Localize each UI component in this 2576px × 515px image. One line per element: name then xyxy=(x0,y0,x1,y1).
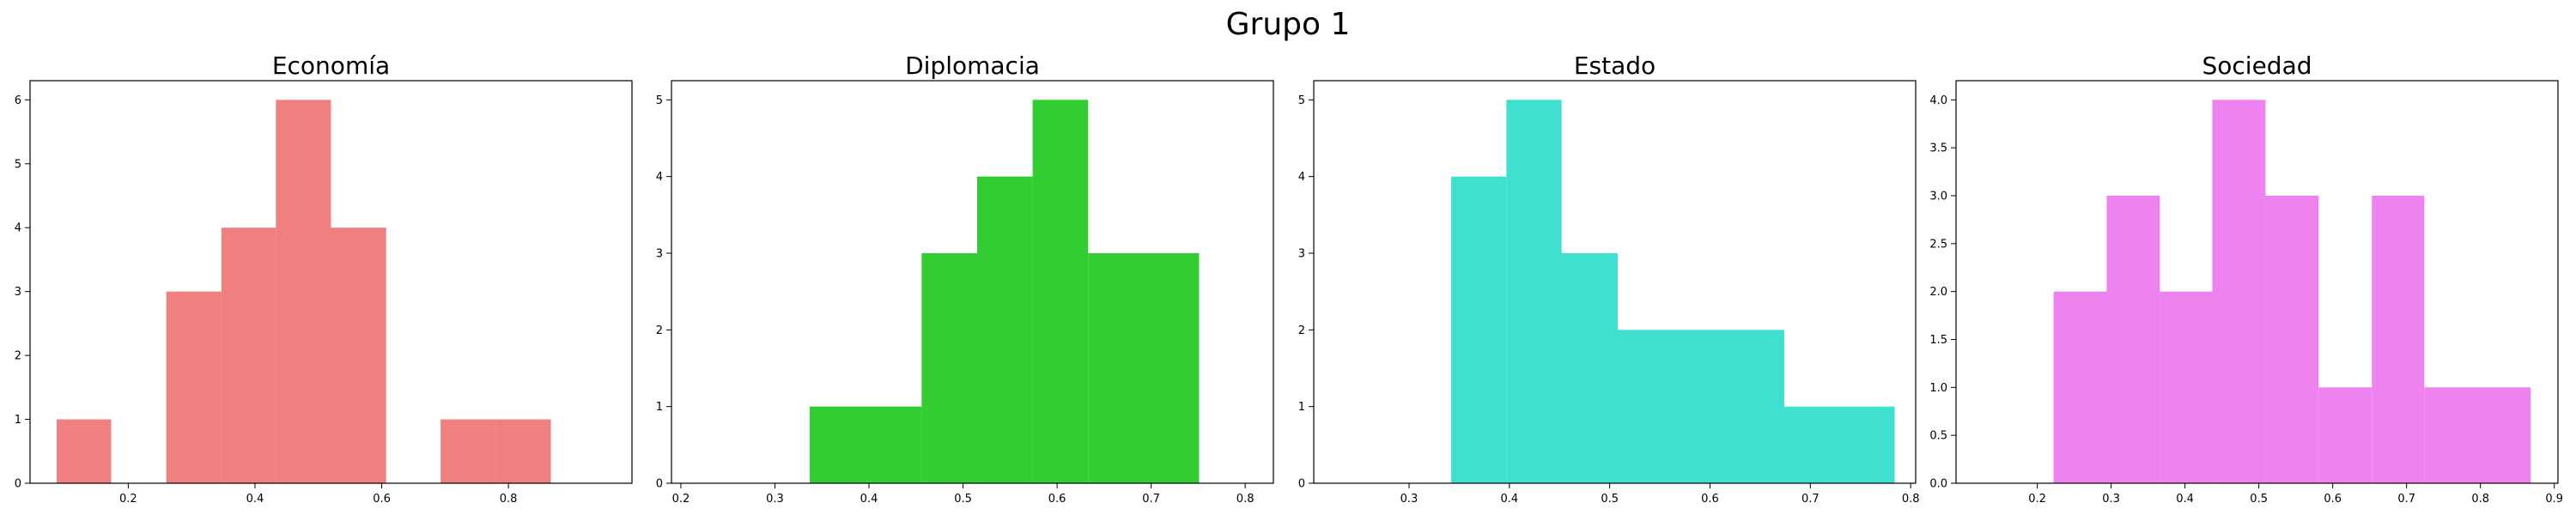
histogram-bar xyxy=(976,176,1033,484)
figure-title: Grupo 1 xyxy=(1226,7,1351,42)
histogram-bar xyxy=(1088,253,1200,483)
histogram-bar xyxy=(810,406,922,483)
y-tick-label: 4.0 xyxy=(1929,94,1947,107)
histogram-bar xyxy=(166,291,222,483)
y-tick-label: 2 xyxy=(656,324,663,337)
x-tick-label: 0.9 xyxy=(2545,493,2563,506)
y-tick-label: 1 xyxy=(656,401,663,414)
x-tick-label: 0.8 xyxy=(1902,493,1920,506)
histogram-bar xyxy=(1618,330,1784,483)
axes-frame xyxy=(1955,80,2559,484)
x-tick-label: 0.8 xyxy=(500,493,518,506)
histogram-bar xyxy=(2265,196,2319,483)
x-tick-label: 0.7 xyxy=(1142,493,1160,506)
y-tick-label: 2.0 xyxy=(1929,286,1947,299)
y-tick-label: 4 xyxy=(15,222,21,235)
y-tick-label: 4 xyxy=(656,171,663,184)
y-tick-label: 3 xyxy=(15,286,21,299)
x-tick-label: 0.2 xyxy=(119,493,137,506)
y-tick-label: 4 xyxy=(1298,171,1305,184)
histogram-bar xyxy=(2160,291,2213,483)
y-tick-label: 3.0 xyxy=(1929,191,1947,203)
y-tick-label: 0 xyxy=(656,478,663,491)
chart-panel-4: Sociedad 0.2 0.3 0.4 0.5 0.6 0.7 0.8 0.9 0.0 0.5 1.… xyxy=(1929,52,2563,506)
y-tick-label: 3 xyxy=(656,248,663,261)
x-tick-label: 0.4 xyxy=(1500,493,1518,506)
y-tick-label: 3.5 xyxy=(1929,142,1947,155)
x-tick-label: 0.5 xyxy=(954,493,972,506)
panels: Economía 0.2 0.4 0.6 0.8 0 1 2 3 4 5 6 Diplomacia 0.2… xyxy=(15,52,2563,506)
x-tick-label: 0.2 xyxy=(672,493,690,506)
histogram-bar xyxy=(1506,100,1562,483)
chart-panel-1: Economía 0.2 0.4 0.6 0.8 0 1 2 3 4 5 6 xyxy=(15,52,633,506)
x-tick-label: 0.4 xyxy=(246,493,264,506)
x-tick-label: 0.2 xyxy=(2028,493,2046,506)
axes-frame xyxy=(29,80,633,484)
y-tick-label: 5 xyxy=(15,158,21,171)
x-tick-label: 0.6 xyxy=(1048,493,1066,506)
x-tick-label: 0.6 xyxy=(373,493,391,506)
x-tick-label: 0.6 xyxy=(1701,493,1719,506)
histogram-bar xyxy=(2212,100,2266,483)
y-tick-label: 1 xyxy=(1298,401,1305,414)
chart-panel-2: Diplomacia 0.2 0.3 0.4 0.5 0.6 0.7 0.8 0 1 2 3 4 5 xyxy=(656,52,1274,506)
x-tick-label: 0.8 xyxy=(2471,493,2489,506)
chart-panel-3: Estado 0.3 0.4 0.5 0.6 0.7 0.8 0 1 2 3 4 5 xyxy=(1298,52,1920,506)
y-tick-label: 2 xyxy=(1298,324,1305,337)
axes-frame xyxy=(1313,80,1917,484)
histogram-bar xyxy=(921,253,977,483)
histogram-bar xyxy=(56,419,112,483)
histogram-bar xyxy=(495,419,551,483)
y-tick-label: 1.0 xyxy=(1929,382,1947,395)
y-tick-label: 6 xyxy=(15,94,21,107)
x-tick-label: 0.3 xyxy=(2102,493,2120,506)
x-tick-label: 0.3 xyxy=(766,493,784,506)
x-tick-label: 0.4 xyxy=(860,493,878,506)
histogram-bar xyxy=(331,227,386,483)
chart-title: Diplomacia xyxy=(905,52,1040,80)
x-tick-label: 0.7 xyxy=(2397,493,2415,506)
histogram-bar xyxy=(2106,196,2160,483)
x-tick-label: 0.5 xyxy=(1601,493,1619,506)
x-tick-label: 0.6 xyxy=(2324,493,2342,506)
y-tick-label: 0.0 xyxy=(1929,478,1947,491)
x-tick-label: 0.4 xyxy=(2176,493,2194,506)
x-tick-label: 0.7 xyxy=(1801,493,1820,506)
y-tick-label: 1.5 xyxy=(1929,334,1947,347)
y-tick-label: 5 xyxy=(1298,94,1305,107)
x-tick-label: 0.8 xyxy=(1236,493,1255,506)
histogram-bar xyxy=(1451,176,1507,484)
y-tick-label: 3 xyxy=(1298,248,1305,261)
chart-title: Sociedad xyxy=(2202,52,2312,80)
histogram-bar xyxy=(2424,387,2531,483)
y-tick-label: 2.5 xyxy=(1929,238,1947,251)
y-tick-label: 2 xyxy=(15,350,21,363)
histogram-bar xyxy=(221,227,276,483)
histogram-bar xyxy=(1561,253,1619,483)
x-tick-label: 0.3 xyxy=(1400,493,1419,506)
y-tick-label: 0.5 xyxy=(1929,430,1947,443)
histogram-bar xyxy=(2053,291,2107,483)
histogram-bar xyxy=(2318,387,2372,483)
y-tick-label: 0 xyxy=(1298,478,1305,491)
chart-title: Economía xyxy=(272,52,390,80)
y-tick-label: 1 xyxy=(15,414,21,427)
axes-frame xyxy=(671,80,1274,484)
y-tick-label: 5 xyxy=(656,94,663,107)
y-tick-label: 0 xyxy=(15,478,21,491)
x-tick-label: 0.5 xyxy=(2250,493,2268,506)
chart-title: Estado xyxy=(1574,52,1656,80)
histogram-bar xyxy=(276,100,331,483)
histogram-bar xyxy=(1032,100,1089,483)
histogram-bar xyxy=(2372,196,2425,483)
histogram-bar xyxy=(1783,406,1895,483)
histogram-bar xyxy=(440,419,496,483)
